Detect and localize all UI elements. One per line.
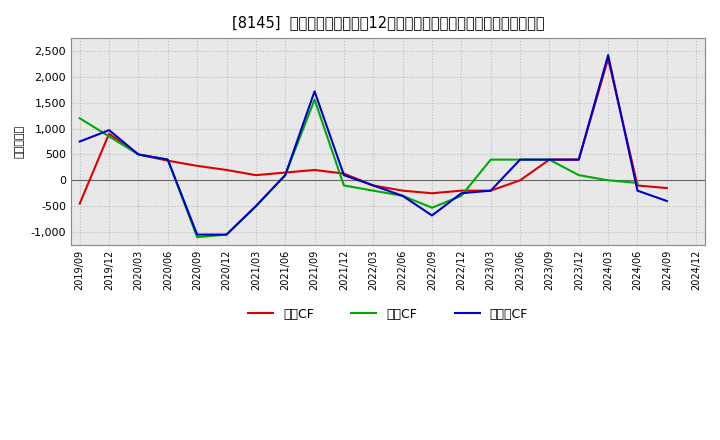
Y-axis label: （百万円）: （百万円） [15, 125, 25, 158]
営業CF [487, 188, 495, 193]
フリーCF [545, 157, 554, 162]
投賃CF [487, 157, 495, 162]
投賃CF [633, 180, 642, 186]
投賃CF [76, 116, 84, 121]
フリーCF [134, 152, 143, 157]
Legend: 営業CF, 投賃CF, フリーCF: 営業CF, 投賃CF, フリーCF [243, 303, 533, 326]
Line: 営業CF: 営業CF [80, 59, 667, 204]
フリーCF [281, 172, 289, 178]
投賃CF [134, 152, 143, 157]
営業CF [281, 170, 289, 175]
Line: 投賃CF: 投賃CF [80, 99, 637, 237]
営業CF [545, 157, 554, 162]
投賃CF [604, 178, 613, 183]
投賃CF [193, 235, 202, 240]
投賃CF [516, 157, 524, 162]
営業CF [310, 167, 319, 172]
営業CF [222, 167, 231, 172]
投賃CF [428, 205, 436, 210]
営業CF [575, 157, 583, 162]
投賃CF [340, 183, 348, 188]
フリーCF [633, 188, 642, 193]
投賃CF [310, 97, 319, 102]
営業CF [193, 163, 202, 169]
投賃CF [222, 232, 231, 237]
フリーCF [428, 213, 436, 218]
営業CF [369, 183, 377, 188]
投賃CF [457, 193, 466, 198]
フリーCF [104, 128, 113, 133]
フリーCF [516, 157, 524, 162]
フリーCF [222, 232, 231, 237]
投賃CF [369, 188, 377, 193]
フリーCF [193, 232, 202, 237]
営業CF [163, 158, 172, 163]
フリーCF [398, 193, 407, 198]
営業CF [516, 178, 524, 183]
投賃CF [281, 172, 289, 178]
投賃CF [104, 134, 113, 139]
営業CF [340, 171, 348, 176]
営業CF [662, 185, 671, 191]
投賃CF [163, 157, 172, 162]
投賃CF [398, 193, 407, 198]
フリーCF [575, 157, 583, 162]
投賃CF [545, 157, 554, 162]
営業CF [134, 152, 143, 157]
Title: [8145]  キャッシュフローの12か月移動合計の対前年同期増減額の推移: [8145] キャッシュフローの12か月移動合計の対前年同期増減額の推移 [232, 15, 544, 30]
フリーCF [487, 188, 495, 193]
営業CF [398, 188, 407, 193]
フリーCF [163, 157, 172, 162]
フリーCF [604, 52, 613, 58]
営業CF [604, 56, 613, 62]
営業CF [633, 183, 642, 188]
フリーCF [662, 198, 671, 204]
フリーCF [369, 183, 377, 188]
フリーCF [457, 191, 466, 196]
営業CF [428, 191, 436, 196]
投賃CF [575, 172, 583, 178]
営業CF [76, 201, 84, 206]
投賃CF [251, 204, 260, 209]
営業CF [457, 188, 466, 193]
フリーCF [310, 89, 319, 94]
Line: フリーCF: フリーCF [80, 55, 667, 235]
フリーCF [340, 172, 348, 178]
フリーCF [76, 139, 84, 144]
営業CF [251, 172, 260, 178]
営業CF [104, 131, 113, 136]
フリーCF [251, 204, 260, 209]
